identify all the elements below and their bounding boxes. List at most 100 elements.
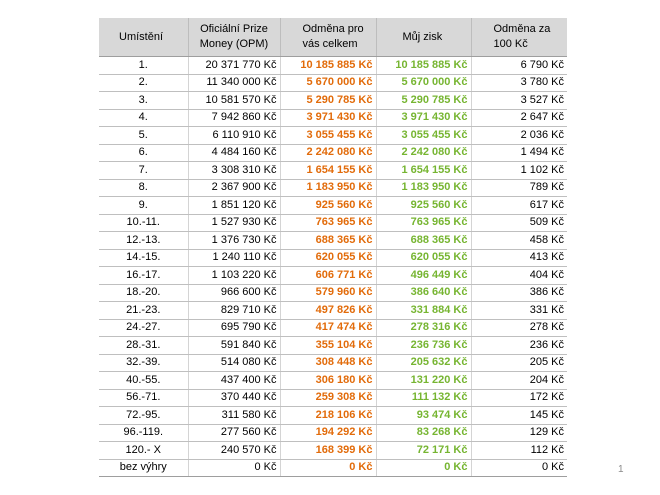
cell-place: 32.-39. bbox=[99, 354, 189, 372]
cell-place: 14.-15. bbox=[99, 249, 189, 267]
header-opm-line1: Oficiální Prize bbox=[200, 23, 268, 35]
cell-profit: 5 670 000 Kč bbox=[376, 74, 472, 92]
table-row: 16.-17. 1 103 220 Kč 606 771 Kč 496 449 Kč 4… bbox=[99, 266, 567, 285]
cell-opm: 3 308 310 Kč bbox=[188, 161, 281, 180]
cell-per100: 1 102 Kč bbox=[471, 161, 567, 180]
cell-profit: 111 132 Kč bbox=[376, 389, 472, 407]
cell-reward: 5 670 000 Kč bbox=[280, 74, 377, 92]
cell-per100: 458 Kč bbox=[471, 231, 567, 250]
header-profit: Můj zisk bbox=[376, 18, 472, 57]
cell-opm: 695 790 Kč bbox=[188, 319, 281, 337]
cell-profit: 5 290 785 Kč bbox=[376, 91, 472, 110]
cell-place: 3. bbox=[99, 91, 189, 110]
cell-profit: 1 183 950 Kč bbox=[376, 179, 472, 197]
header-reward: Odměna pro vás celkem bbox=[280, 18, 377, 57]
cell-reward: 355 104 Kč bbox=[280, 336, 377, 355]
table-row: 10.-11. 1 527 930 Kč 763 965 Kč 763 965 Kč 5… bbox=[99, 214, 567, 232]
cell-profit: 3 055 455 Kč bbox=[376, 126, 472, 145]
cell-place: 10.-11. bbox=[99, 214, 189, 232]
cell-place: 2. bbox=[99, 74, 189, 92]
header-per100: Odměna za 100 Kč bbox=[471, 18, 567, 57]
table-row: 9. 1 851 120 Kč 925 560 Kč 925 560 Kč 617 Kč bbox=[99, 196, 567, 215]
cell-profit: 83 268 Kč bbox=[376, 424, 472, 442]
cell-reward: 925 560 Kč bbox=[280, 196, 377, 215]
cell-place: 96.-119. bbox=[99, 424, 189, 442]
cell-reward: 306 180 Kč bbox=[280, 371, 377, 390]
cell-opm: 311 580 Kč bbox=[188, 406, 281, 425]
cell-reward: 606 771 Kč bbox=[280, 266, 377, 285]
cell-profit: 386 640 Kč bbox=[376, 284, 472, 302]
page-number: 1 bbox=[618, 464, 624, 475]
cell-per100: 617 Kč bbox=[471, 196, 567, 215]
table-row: 24.-27. 695 790 Kč 417 474 Kč 278 316 Kč 278… bbox=[99, 319, 567, 337]
table-header: Umístění Oficiální Prize Money (OPM) Odm… bbox=[99, 18, 567, 57]
cell-opm: 11 340 000 Kč bbox=[188, 74, 281, 92]
cell-per100: 509 Kč bbox=[471, 214, 567, 232]
cell-place: 21.-23. bbox=[99, 301, 189, 320]
cell-profit: 72 171 Kč bbox=[376, 441, 472, 460]
cell-per100: 3 780 Kč bbox=[471, 74, 567, 92]
cell-opm: 20 371 770 Kč bbox=[188, 56, 281, 75]
cell-opm: 829 710 Kč bbox=[188, 301, 281, 320]
cell-place: 9. bbox=[99, 196, 189, 215]
cell-profit: 10 185 885 Kč bbox=[376, 56, 472, 75]
cell-place: 6. bbox=[99, 144, 189, 162]
cell-profit: 620 055 Kč bbox=[376, 249, 472, 267]
cell-reward: 2 242 080 Kč bbox=[280, 144, 377, 162]
cell-reward: 763 965 Kč bbox=[280, 214, 377, 232]
cell-reward: 620 055 Kč bbox=[280, 249, 377, 267]
cell-opm: 591 840 Kč bbox=[188, 336, 281, 355]
cell-reward: 168 399 Kč bbox=[280, 441, 377, 460]
cell-opm: 1 103 220 Kč bbox=[188, 266, 281, 285]
header-opm-line2: Money (OPM) bbox=[199, 38, 269, 50]
header-profit-label: Můj zisk bbox=[402, 30, 443, 43]
prize-table: Umístění Oficiální Prize Money (OPM) Odm… bbox=[99, 18, 567, 477]
cell-profit: 236 736 Kč bbox=[376, 336, 472, 355]
cell-place: bez výhry bbox=[99, 459, 189, 477]
cell-opm: 277 560 Kč bbox=[188, 424, 281, 442]
cell-place: 24.-27. bbox=[99, 319, 189, 337]
cell-per100: 278 Kč bbox=[471, 319, 567, 337]
cell-place: 7. bbox=[99, 161, 189, 180]
cell-opm: 240 570 Kč bbox=[188, 441, 281, 460]
cell-per100: 236 Kč bbox=[471, 336, 567, 355]
cell-place: 120.- X bbox=[99, 441, 189, 460]
cell-per100: 789 Kč bbox=[471, 179, 567, 197]
cell-opm: 1 851 120 Kč bbox=[188, 196, 281, 215]
cell-reward: 218 106 Kč bbox=[280, 406, 377, 425]
cell-per100: 413 Kč bbox=[471, 249, 567, 267]
header-place: Umístění bbox=[99, 18, 189, 57]
table-row: 72.-95. 311 580 Kč 218 106 Kč 93 474 Kč 145 … bbox=[99, 406, 567, 425]
cell-reward: 10 185 885 Kč bbox=[280, 56, 377, 75]
cell-profit: 763 965 Kč bbox=[376, 214, 472, 232]
table-row: 56.-71. 370 440 Kč 259 308 Kč 111 132 Kč 172… bbox=[99, 389, 567, 407]
cell-place: 5. bbox=[99, 126, 189, 145]
cell-place: 28.-31. bbox=[99, 336, 189, 355]
cell-reward: 5 290 785 Kč bbox=[280, 91, 377, 110]
table-row: 8. 2 367 900 Kč 1 183 950 Kč 1 183 950 Kč 78… bbox=[99, 179, 567, 197]
cell-opm: 6 110 910 Kč bbox=[188, 126, 281, 145]
cell-opm: 437 400 Kč bbox=[188, 371, 281, 390]
cell-opm: 4 484 160 Kč bbox=[188, 144, 281, 162]
header-reward-line2: vás celkem bbox=[302, 38, 358, 50]
cell-place: 56.-71. bbox=[99, 389, 189, 407]
cell-profit: 3 971 430 Kč bbox=[376, 109, 472, 127]
cell-per100: 2 647 Kč bbox=[471, 109, 567, 127]
table-row: 32.-39. 514 080 Kč 308 448 Kč 205 632 Kč 205… bbox=[99, 354, 567, 372]
cell-profit: 496 449 Kč bbox=[376, 266, 472, 285]
cell-per100: 0 Kč bbox=[471, 459, 567, 477]
header-row: Umístění Oficiální Prize Money (OPM) Odm… bbox=[99, 18, 567, 57]
cell-per100: 404 Kč bbox=[471, 266, 567, 285]
cell-opm: 370 440 Kč bbox=[188, 389, 281, 407]
cell-profit: 278 316 Kč bbox=[376, 319, 472, 337]
cell-reward: 579 960 Kč bbox=[280, 284, 377, 302]
cell-per100: 205 Kč bbox=[471, 354, 567, 372]
header-reward-line1: Odměna pro bbox=[302, 23, 364, 35]
cell-per100: 112 Kč bbox=[471, 441, 567, 460]
cell-reward: 497 826 Kč bbox=[280, 301, 377, 320]
cell-reward: 308 448 Kč bbox=[280, 354, 377, 372]
cell-opm: 514 080 Kč bbox=[188, 354, 281, 372]
cell-per100: 3 527 Kč bbox=[471, 91, 567, 110]
cell-place: 4. bbox=[99, 109, 189, 127]
cell-opm: 2 367 900 Kč bbox=[188, 179, 281, 197]
